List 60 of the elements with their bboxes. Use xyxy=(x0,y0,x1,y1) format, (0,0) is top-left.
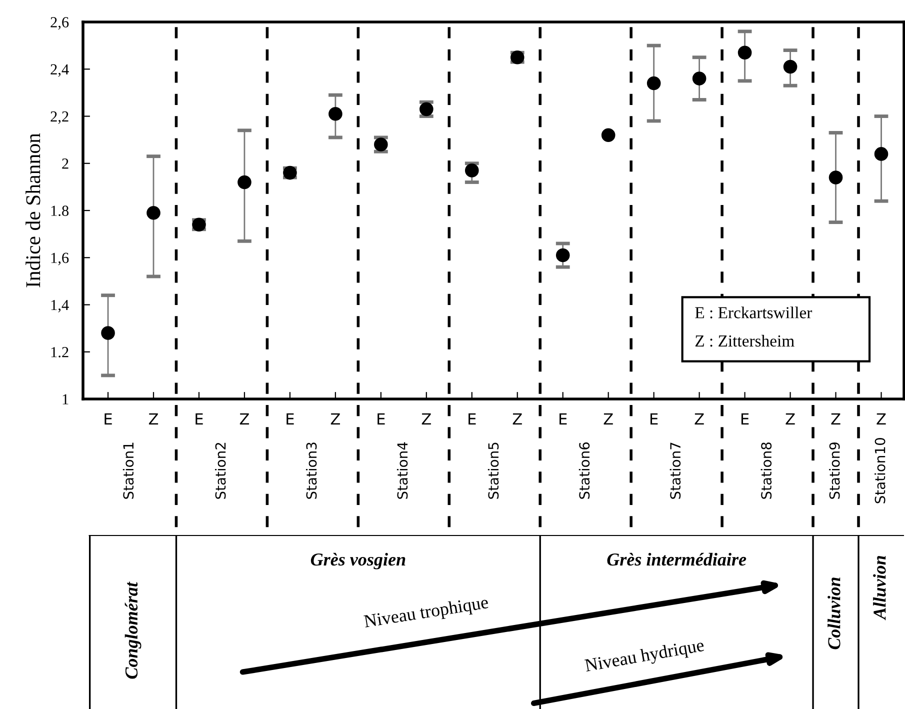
text: Station1 xyxy=(122,442,134,499)
y-tick-label: 1 xyxy=(62,394,68,404)
x-tick-label: Z xyxy=(240,413,250,424)
text: Grès vosgien xyxy=(310,552,406,570)
x-tick-label: Z xyxy=(512,413,522,424)
point xyxy=(828,170,843,184)
x-tick-label: Z xyxy=(148,413,158,424)
x-tick-label: E xyxy=(468,413,476,424)
text: Station5 xyxy=(488,442,499,499)
x-tick-label: E xyxy=(650,413,658,424)
text: Grès intermédiaire xyxy=(607,552,746,566)
y-tick-label: 2 xyxy=(62,158,68,169)
text: Station9 xyxy=(829,442,840,499)
text: Conglomérat xyxy=(124,582,142,679)
x-tick-label: E xyxy=(560,413,567,424)
text: Niveau hydrique xyxy=(584,638,706,676)
x-tick-label: E xyxy=(104,413,112,424)
point xyxy=(646,76,661,90)
point xyxy=(556,248,570,262)
y-tick-label: 1.2 xyxy=(51,347,68,358)
point xyxy=(874,147,888,161)
point xyxy=(146,206,160,220)
y-tick-label: 1,6 xyxy=(51,252,69,266)
point xyxy=(601,128,616,142)
x-tick-label: Z xyxy=(422,413,431,424)
text: Station3 xyxy=(306,442,317,499)
x-tick-label: Z xyxy=(604,413,613,424)
text: Station7 xyxy=(670,442,681,499)
text: Station6 xyxy=(578,442,590,499)
point xyxy=(328,106,342,121)
x-tick-label: E xyxy=(196,413,203,424)
point xyxy=(783,60,798,74)
x-tick-label: Z xyxy=(694,413,704,424)
x-tick-label: Z xyxy=(330,413,340,424)
x-tick-label: Z xyxy=(786,413,795,424)
point xyxy=(464,164,479,178)
point xyxy=(692,72,706,86)
y-tick-label: 2,2 xyxy=(50,111,68,124)
y-tick-label: 2,4 xyxy=(50,64,69,77)
text: Alluvion xyxy=(873,556,886,620)
text: Niveau trophique xyxy=(363,595,490,632)
x-tick-label: E xyxy=(378,413,385,424)
annotation: Z : Zittersheim xyxy=(695,334,794,347)
text: Station10 xyxy=(874,438,886,504)
annotation: E : Erckartswiller xyxy=(695,306,812,318)
y-tick-label: 2,6 xyxy=(50,17,69,30)
x-tick-label: E xyxy=(286,413,294,424)
text: Station4 xyxy=(396,442,408,499)
y-axis-title: Indice de Shannon xyxy=(26,133,40,288)
text: Colluvion xyxy=(828,578,840,650)
y-tick-label: 1,4 xyxy=(51,300,69,312)
text: Station8 xyxy=(760,442,772,499)
x-tick-label: E xyxy=(741,413,749,424)
point xyxy=(238,175,252,190)
point xyxy=(738,46,752,60)
x-tick-label: Z xyxy=(876,413,886,424)
point xyxy=(101,326,115,340)
y-tick-label: 1.8 xyxy=(51,206,69,216)
text: Station2 xyxy=(215,442,226,499)
x-tick-label: Z xyxy=(831,413,840,424)
